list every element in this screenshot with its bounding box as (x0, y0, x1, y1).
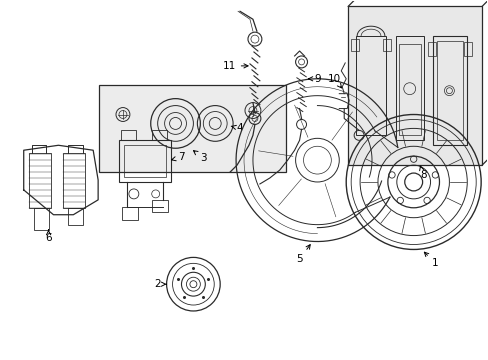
Text: 9: 9 (307, 74, 320, 84)
Bar (395, 36, 423, 140)
Bar (382, 39, 390, 51)
Text: 4: 4 (231, 123, 243, 134)
Bar (151, 200, 167, 212)
Bar (427, 42, 435, 56)
Bar (99, 85, 285, 172)
Bar (68, 208, 83, 225)
Bar (119, 140, 170, 182)
Bar (121, 130, 136, 140)
Bar (347, 6, 481, 165)
Bar (350, 39, 358, 51)
Text: 2: 2 (154, 279, 166, 289)
Bar (355, 36, 385, 135)
Bar (463, 42, 471, 56)
Text: 11: 11 (222, 61, 247, 71)
Bar (34, 208, 48, 230)
Text: 7: 7 (171, 152, 184, 162)
Bar (151, 130, 166, 140)
Bar (432, 36, 467, 145)
Text: 6: 6 (45, 230, 52, 243)
Bar (123, 145, 165, 177)
Text: 5: 5 (296, 245, 309, 264)
Text: 3: 3 (193, 150, 206, 163)
Text: 10: 10 (327, 74, 341, 88)
Bar (29, 153, 50, 208)
Bar (122, 207, 138, 220)
Text: 8: 8 (419, 166, 426, 180)
Bar (436, 41, 462, 140)
Text: 1: 1 (424, 252, 438, 268)
Bar (398, 44, 420, 135)
Bar (63, 153, 85, 208)
